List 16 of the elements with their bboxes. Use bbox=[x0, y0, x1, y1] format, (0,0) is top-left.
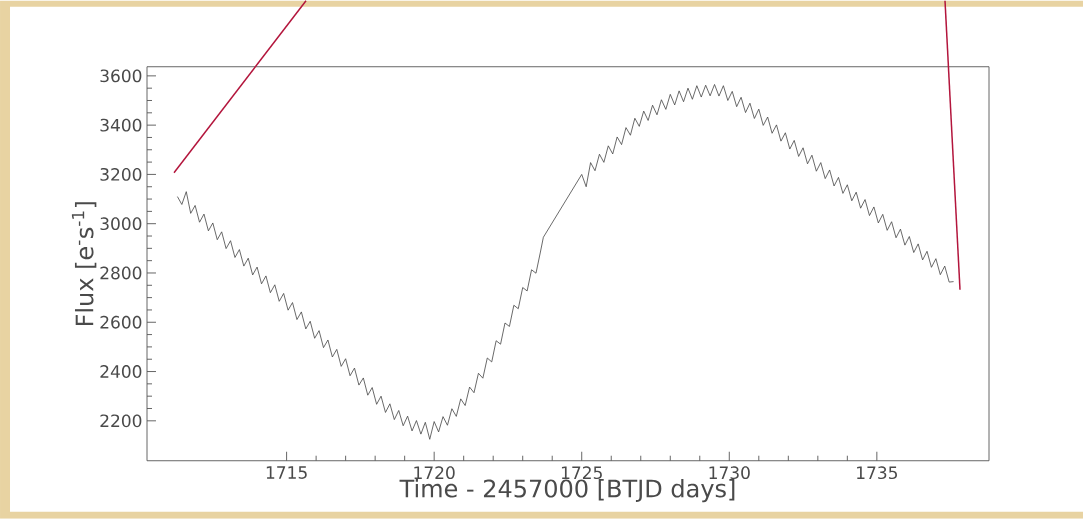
y-tick-label: 2800 bbox=[100, 266, 142, 280]
y-tick-label: 3000 bbox=[100, 217, 142, 231]
y-tick-label: 2200 bbox=[100, 414, 142, 428]
y-axis-title: Flux [e$^{-}$s$^{-1}$] bbox=[71, 202, 97, 326]
x-tick-label: 1730 bbox=[709, 466, 750, 480]
y-tick-label: 3200 bbox=[100, 168, 142, 181]
x-tick-label: 1735 bbox=[857, 466, 897, 480]
x-tick-label: 1725 bbox=[561, 466, 602, 480]
y-tick-label: 2600 bbox=[100, 315, 142, 329]
y-tick-label: 3400 bbox=[100, 118, 142, 132]
x-tick-label: 1720 bbox=[414, 466, 455, 480]
x-axis-title: Time - 2457000 [BTJD days] bbox=[399, 479, 735, 503]
y-tick-label: 2400 bbox=[100, 365, 142, 379]
y-tick-label: 3600 bbox=[100, 69, 142, 83]
line-series bbox=[177, 84, 954, 440]
x-tick-label: 1715 bbox=[266, 466, 307, 480]
